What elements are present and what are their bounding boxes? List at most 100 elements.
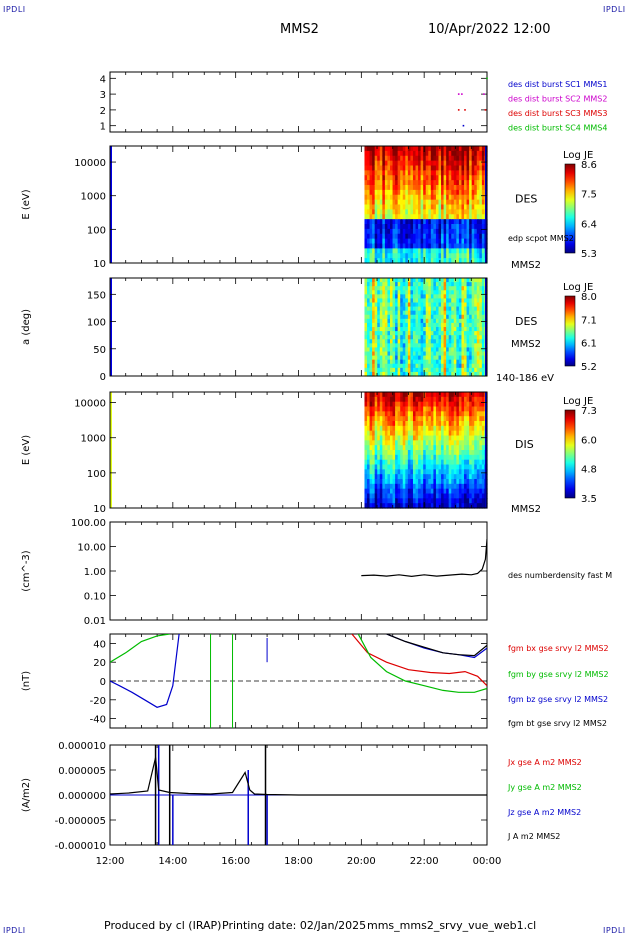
heatmap-cell — [397, 351, 401, 357]
heatmap-cell — [374, 253, 378, 259]
heatmap-cell — [423, 359, 427, 365]
heatmap-cell — [458, 335, 463, 340]
heatmap-cell — [392, 474, 396, 480]
heatmap-cell — [458, 294, 463, 300]
heatmap-cell — [410, 392, 414, 398]
heatmap-cell — [466, 194, 470, 201]
heatmap-cell — [456, 204, 460, 210]
heatmap-cell — [397, 425, 401, 432]
heatmap-cell — [479, 347, 483, 353]
heatmap-cell — [446, 464, 450, 470]
heatmap-cell — [481, 421, 486, 427]
heatmap-cell — [451, 165, 455, 171]
heatmap-cell — [400, 170, 404, 176]
heatmap-cell — [476, 488, 480, 495]
heatmap-cell — [446, 194, 450, 201]
heatmap-cell — [466, 479, 470, 485]
heatmap-cell — [392, 160, 396, 167]
heatmap-cell — [433, 322, 437, 328]
heatmap-cell — [382, 406, 386, 412]
heatmap-cell — [382, 185, 386, 191]
heatmap-cell — [367, 228, 371, 235]
heatmap-cell — [471, 430, 475, 437]
heatmap-cell — [387, 351, 391, 357]
heatmap-cell — [410, 454, 414, 461]
heatmap-cell — [400, 493, 404, 499]
heatmap-cell — [397, 331, 401, 336]
heatmap-cell — [461, 185, 465, 191]
series-line — [351, 634, 487, 687]
heatmap-cell — [441, 322, 445, 328]
heatmap-cell — [395, 416, 399, 422]
heatmap-cell — [446, 224, 450, 230]
heatmap-cell — [469, 306, 473, 312]
y-tick-label: -0.000010 — [55, 841, 106, 852]
heatmap-cell — [387, 209, 391, 215]
heatmap-cell — [402, 290, 406, 295]
heatmap-cell — [466, 278, 470, 283]
heatmap-cell — [372, 155, 376, 162]
heatmap-cell — [405, 258, 409, 264]
heatmap-cell — [392, 150, 396, 157]
heatmap-cell — [433, 160, 437, 167]
heatmap-cell — [464, 406, 468, 412]
heatmap-cell — [384, 335, 389, 340]
heatmap-cell — [395, 335, 399, 340]
heatmap-cell — [433, 363, 437, 369]
heatmap-cell — [374, 278, 378, 283]
heatmap-cell — [392, 440, 396, 446]
heatmap-cell — [402, 294, 406, 300]
heatmap-cell — [435, 363, 440, 369]
heatmap-cell — [428, 228, 432, 235]
heatmap-cell — [458, 469, 463, 475]
heatmap-cell — [400, 331, 404, 336]
heatmap-cell — [446, 425, 450, 432]
heatmap-cell — [443, 498, 447, 504]
heatmap-cell — [453, 286, 457, 291]
heatmap-cell — [405, 278, 409, 283]
heatmap-cell — [446, 450, 450, 456]
heatmap-cell — [407, 243, 412, 249]
heatmap-cell — [372, 165, 376, 171]
heatmap-cell — [412, 253, 417, 259]
heatmap-cell — [377, 170, 381, 176]
heatmap-cell — [469, 233, 473, 240]
heatmap-cell — [369, 165, 373, 171]
heatmap-cell — [405, 363, 409, 369]
heatmap-cell — [443, 228, 447, 235]
heatmap-cell — [418, 180, 422, 186]
heatmap-cell — [425, 425, 429, 432]
heatmap-cell — [446, 367, 450, 373]
heatmap-cell — [453, 355, 457, 361]
heatmap-cell — [395, 209, 399, 215]
heatmap-cell — [374, 214, 378, 220]
heatmap-cell — [412, 343, 417, 349]
heatmap-cell — [453, 224, 457, 230]
heatmap-cell — [446, 160, 450, 167]
heatmap-cell — [423, 435, 427, 441]
heatmap-cell — [435, 406, 440, 412]
heatmap-cell — [384, 488, 389, 495]
heatmap-cell — [407, 396, 412, 403]
heatmap-cell — [469, 258, 473, 264]
heatmap-cell — [369, 233, 373, 240]
heatmap-cell — [469, 165, 473, 171]
heatmap-cell — [415, 335, 419, 340]
heatmap-cell — [407, 146, 412, 152]
heatmap-cell — [397, 416, 401, 422]
heatmap-cell — [430, 392, 434, 398]
heatmap-cell — [377, 185, 381, 191]
heatmap-cell — [443, 343, 447, 349]
heatmap-cell — [407, 335, 412, 340]
heatmap-cell — [464, 286, 468, 291]
y-tick-label: -20 — [90, 696, 106, 707]
heatmap-cell — [466, 371, 470, 377]
corner-label-bl: IPDLI — [3, 926, 26, 935]
heatmap-cell — [397, 359, 401, 365]
heatmap-cell — [456, 459, 460, 466]
colorbar-title: Log JE — [563, 282, 593, 293]
heatmap-cell — [379, 228, 383, 235]
heatmap-cell — [387, 411, 391, 417]
heatmap-cell — [428, 351, 432, 357]
heatmap-cell — [428, 347, 432, 353]
